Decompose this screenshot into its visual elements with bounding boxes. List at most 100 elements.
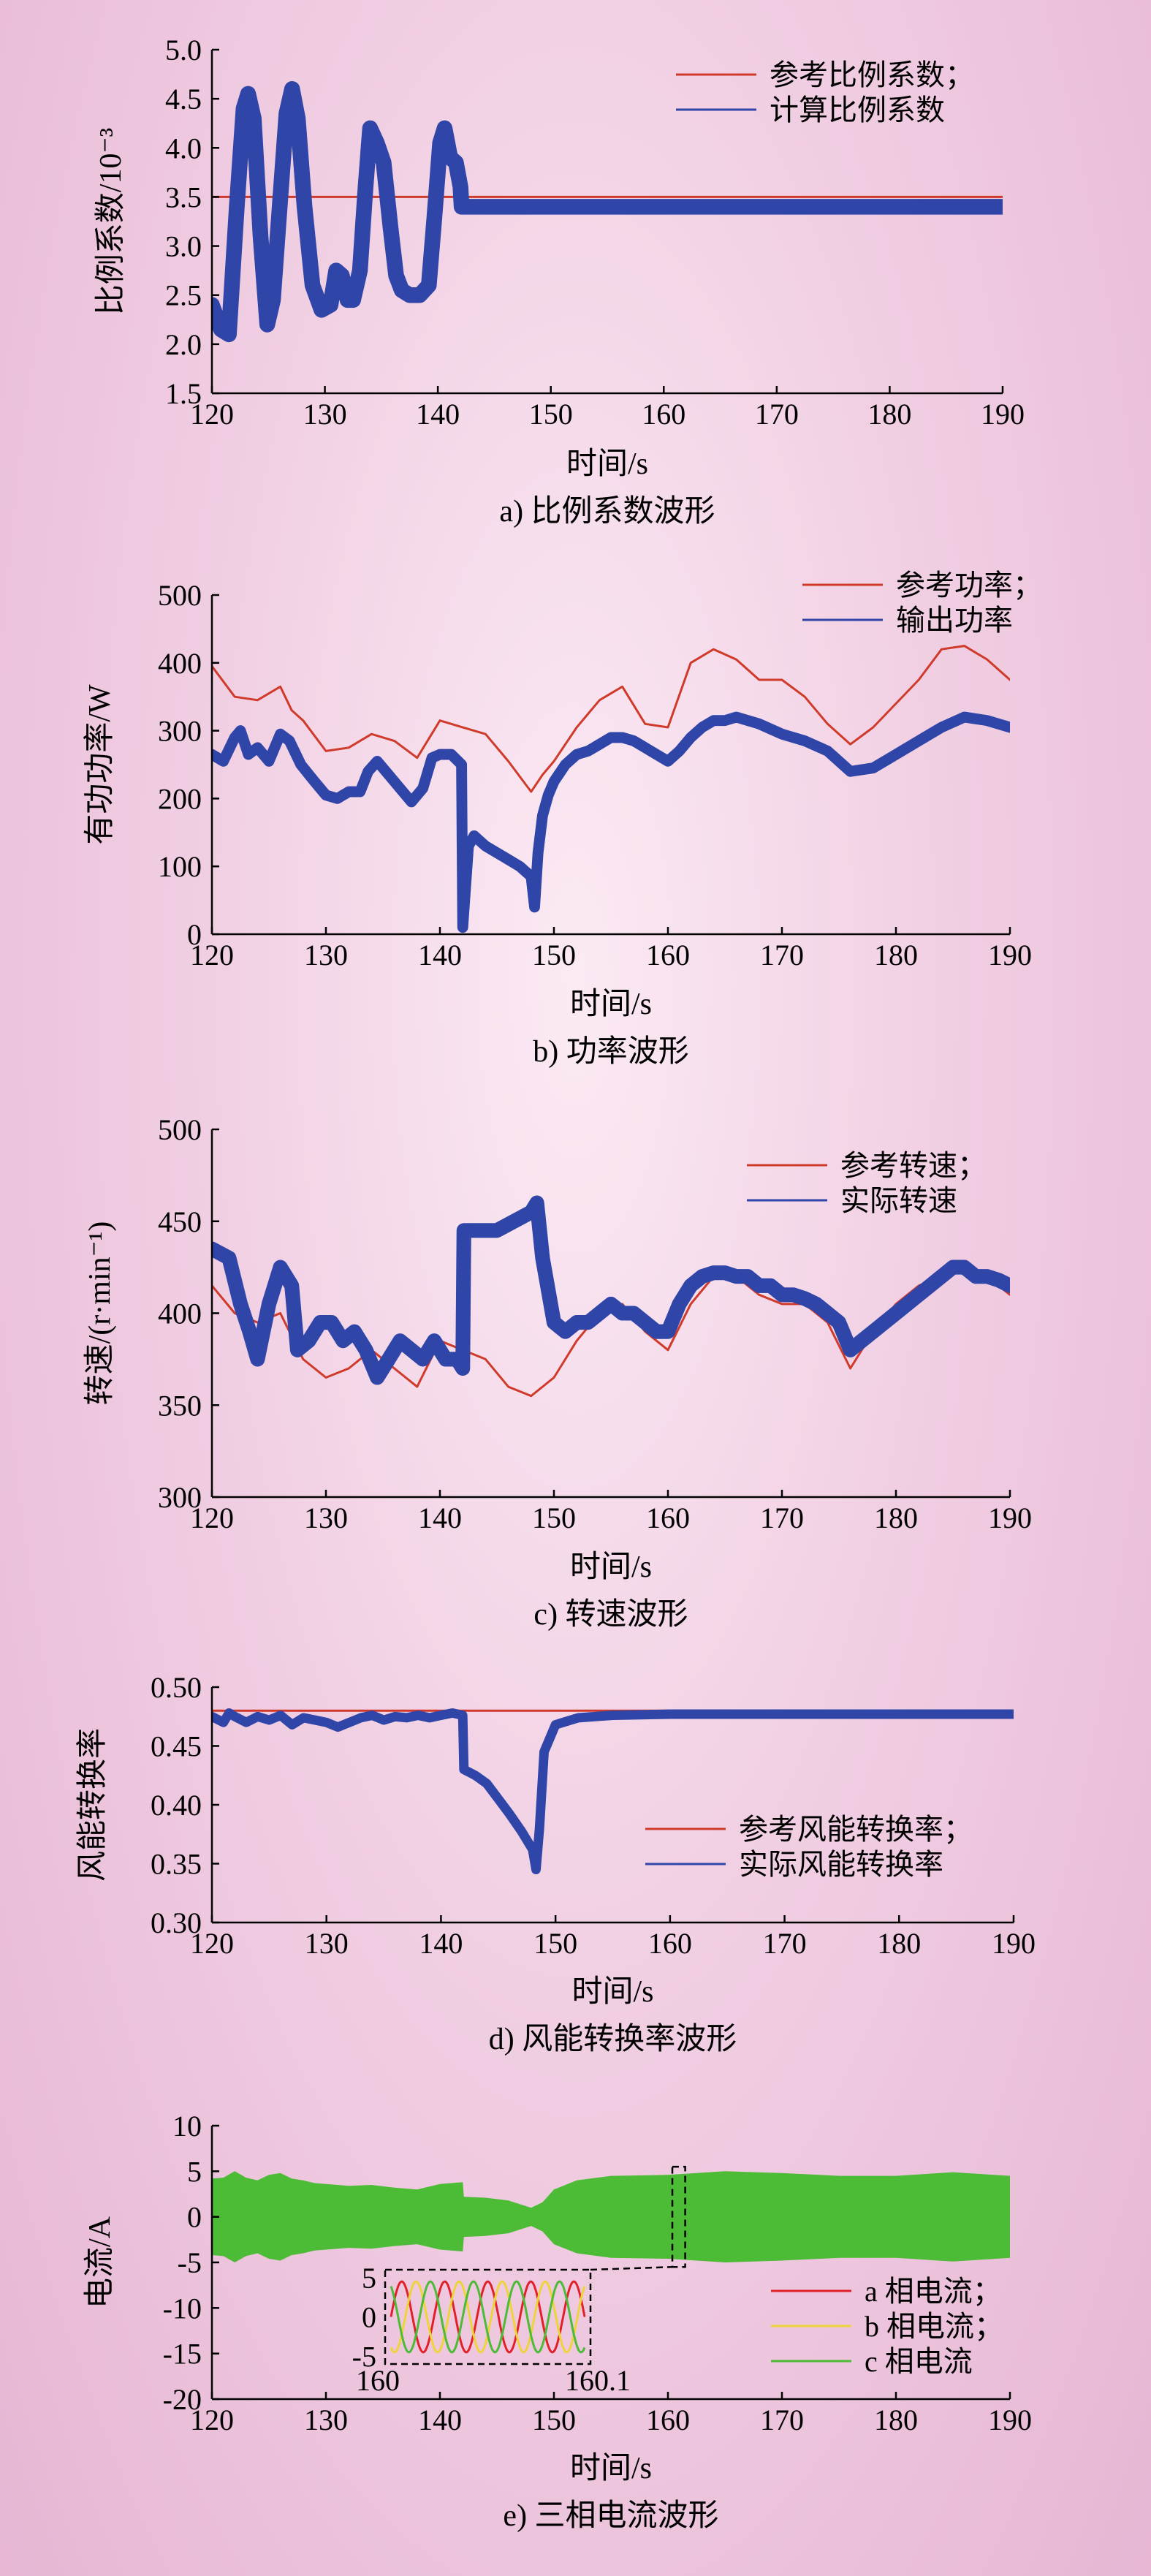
y-tick-label: 5 — [187, 2155, 202, 2188]
x-tick-label: 160 — [642, 398, 685, 431]
current-envelope — [212, 2171, 1010, 2262]
x-tick-label: 130 — [304, 1501, 348, 1534]
y-tick-label: -10 — [163, 2292, 202, 2325]
y-tick-label: 4.5 — [165, 83, 202, 115]
legend-label: 参考转速； — [840, 1149, 987, 1182]
legend-label: a 相电流； — [865, 2275, 1002, 2308]
y-tick-label: 2.0 — [165, 328, 202, 361]
y-tick-label: 450 — [158, 1205, 202, 1238]
legend-label: c 相电流 — [865, 2345, 973, 2378]
y-axis-label: 有功功率/W — [83, 684, 117, 845]
legend-label: b 相电流； — [865, 2310, 1003, 2343]
x-tick-label: 190 — [981, 398, 1025, 431]
y-tick-label: 10 — [172, 2110, 202, 2143]
y-tick-label: 3.0 — [165, 230, 202, 263]
x-tick-label: 170 — [755, 398, 799, 431]
inset-x-start-label: 160 — [356, 2364, 400, 2397]
y-tick-label: 0.30 — [151, 1906, 202, 1939]
x-tick-label: 190 — [988, 2403, 1032, 2436]
inset-phase-wave — [390, 2280, 586, 2354]
x-tick-label: 130 — [304, 939, 348, 971]
inset-y-tick-label: -5 — [352, 2340, 376, 2373]
x-axis-label: 时间/s — [571, 1975, 653, 2009]
y-tick-label: 0.45 — [151, 1730, 202, 1763]
inset-phase-wave — [390, 2280, 586, 2354]
legend-label: 参考风能转换率； — [739, 1813, 973, 1846]
y-tick-label: -20 — [163, 2383, 202, 2416]
chart-panel-2: 120 130 140 150 160 170 180 190 0 100 200 300 400 500… — [83, 569, 1042, 1069]
y-axis-label: 比例系数/10⁻³ — [94, 128, 128, 315]
legend-label: 计算比例系数 — [770, 94, 945, 126]
x-tick-label: 180 — [874, 939, 918, 971]
legend-label: 输出功率 — [896, 604, 1013, 637]
x-tick-label: 180 — [867, 398, 911, 431]
zoom-source-window — [671, 2165, 686, 2268]
x-tick-label: 140 — [418, 1501, 462, 1534]
panel-caption: b) 功率波形 — [533, 1034, 689, 1069]
x-axis-label: 时间/s — [570, 2452, 652, 2485]
x-tick-label: 120 — [190, 1501, 234, 1534]
y-tick-label: 500 — [158, 1113, 202, 1146]
chart-panel-4: 120 130 140 150 160 170 180 190 0.30 0.35 0.40 0.45… — [75, 1671, 1036, 2056]
zoom-connector — [590, 2265, 673, 2271]
legend-label: 实际风能转换率 — [739, 1848, 943, 1881]
y-tick-label: 0 — [187, 918, 202, 951]
x-tick-label: 140 — [418, 2403, 462, 2436]
series-line-2 — [212, 1195, 1010, 1385]
x-tick-label: 120 — [190, 1927, 234, 1960]
y-tick-label: 0.50 — [151, 1671, 202, 1704]
inset-frame — [384, 2268, 592, 2365]
x-tick-label: 120 — [190, 2403, 234, 2436]
x-tick-label: 160 — [646, 1501, 690, 1534]
inset-y-tick-label: 5 — [362, 2262, 376, 2295]
chart-panel-3: 120 130 140 150 160 170 180 190 300 350 400 450 500 时… — [83, 1113, 1032, 1632]
x-tick-label: 140 — [416, 398, 460, 431]
x-tick-label: 190 — [992, 1927, 1036, 1960]
legend-label: 参考比例系数； — [770, 58, 974, 91]
series-line-2 — [212, 1708, 1014, 1875]
x-tick-label: 140 — [418, 939, 462, 971]
x-tick-label: 150 — [529, 398, 573, 431]
y-tick-label: 3.5 — [165, 181, 202, 213]
y-tick-label: 300 — [158, 1481, 202, 1514]
x-axis-label: 时间/s — [570, 988, 652, 1021]
plot-area — [212, 1708, 1014, 1875]
y-tick-label: 2.5 — [165, 279, 202, 312]
y-tick-label: 350 — [158, 1389, 202, 1422]
x-tick-label: 170 — [760, 1501, 804, 1534]
x-tick-label: 170 — [760, 2403, 804, 2436]
inset-x-end-label: 160.1 — [565, 2364, 631, 2397]
chart-panel-1: 120 130 140 150 160 170 180 190 1.5 2.0 2.5 3.0 3.5 4… — [94, 34, 1025, 529]
y-axis-label: 电流/A — [83, 2216, 117, 2308]
x-tick-label: 150 — [532, 1501, 576, 1534]
x-tick-label: 150 — [532, 939, 576, 971]
y-tick-label: 1.5 — [165, 377, 202, 410]
x-tick-label: 170 — [760, 939, 804, 971]
legend-label: 实际转速 — [840, 1184, 957, 1217]
x-tick-label: 160 — [648, 1927, 692, 1960]
x-tick-label: 150 — [533, 1927, 577, 1960]
x-tick-label: 180 — [874, 1501, 918, 1534]
y-tick-label: 100 — [158, 850, 202, 883]
y-tick-label: 300 — [158, 715, 202, 748]
plot-area — [212, 80, 1003, 343]
y-tick-label: 4.0 — [165, 132, 202, 164]
y-tick-label: 5.0 — [165, 34, 202, 67]
plot-area — [212, 1195, 1010, 1398]
x-tick-label: 130 — [305, 1927, 349, 1960]
x-tick-label: 170 — [763, 1927, 807, 1960]
panel-caption: d) 风能转换率波形 — [489, 2022, 737, 2056]
legend-label: 参考功率； — [896, 569, 1042, 602]
x-tick-label: 160 — [646, 939, 690, 971]
x-axis-label: 时间/s — [566, 447, 648, 481]
y-axis-label: 转速/(r·min⁻¹) — [83, 1221, 117, 1406]
y-tick-label: -15 — [163, 2338, 202, 2371]
y-axis-label: 风能转换率 — [75, 1728, 110, 1882]
x-axis-label: 时间/s — [570, 1550, 652, 1584]
x-tick-label: 190 — [988, 1501, 1032, 1534]
y-tick-label: 0.40 — [151, 1789, 202, 1822]
x-tick-label: 180 — [877, 1927, 921, 1960]
panel-caption: c) 转速波形 — [533, 1598, 688, 1632]
